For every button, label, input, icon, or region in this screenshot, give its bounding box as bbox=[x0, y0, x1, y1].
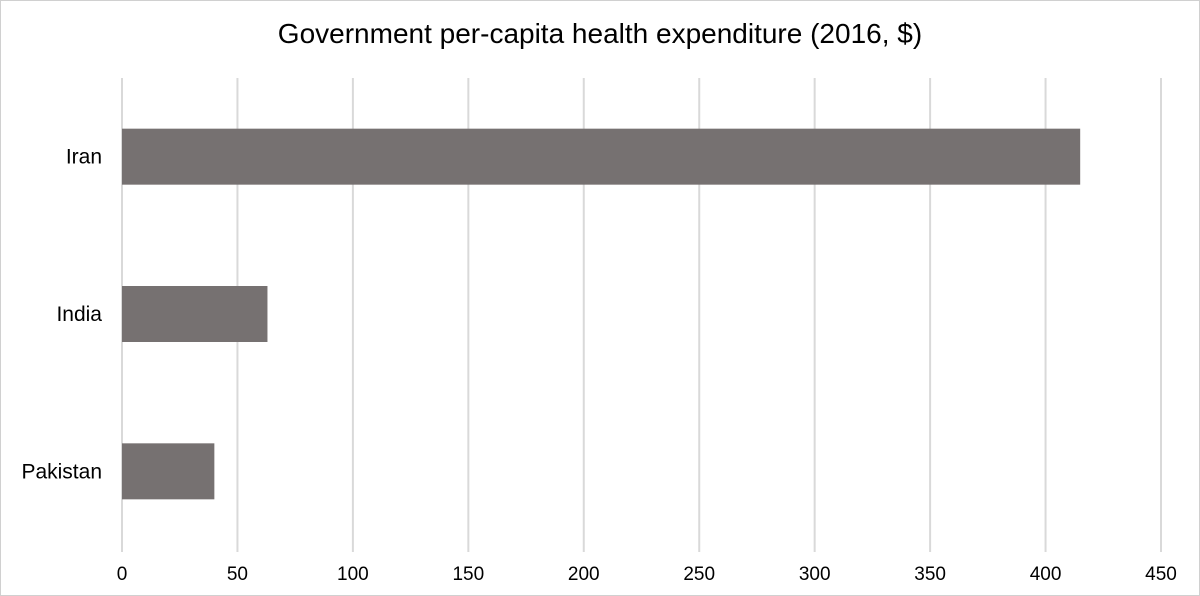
x-tick-label: 100 bbox=[337, 564, 369, 585]
x-tick-label: 50 bbox=[227, 564, 248, 585]
category-label-india: India bbox=[56, 303, 102, 326]
x-axis-tick-labels: 0 50 100 150 200 250 300 350 400 450 bbox=[117, 564, 1177, 585]
category-label-iran: Iran bbox=[66, 146, 102, 169]
x-tick-label: 350 bbox=[914, 564, 946, 585]
bar-iran bbox=[122, 128, 1081, 185]
x-tick-label: 250 bbox=[683, 564, 715, 585]
chart-title: Government per-capita health expenditure… bbox=[277, 18, 923, 49]
x-tick-label: 300 bbox=[799, 564, 831, 585]
x-tick-label: 400 bbox=[1030, 564, 1062, 585]
x-tick-label: 150 bbox=[452, 564, 484, 585]
x-tick-label: 0 bbox=[117, 564, 128, 585]
bar-india bbox=[122, 286, 268, 342]
bar-pakistan bbox=[122, 443, 215, 500]
category-label-pakistan: Pakistan bbox=[21, 460, 102, 483]
x-tick-label: 450 bbox=[1145, 564, 1177, 585]
x-tick-label: 200 bbox=[568, 564, 600, 585]
category-labels: Iran India Pakistan bbox=[21, 146, 102, 484]
bars bbox=[122, 128, 1081, 500]
